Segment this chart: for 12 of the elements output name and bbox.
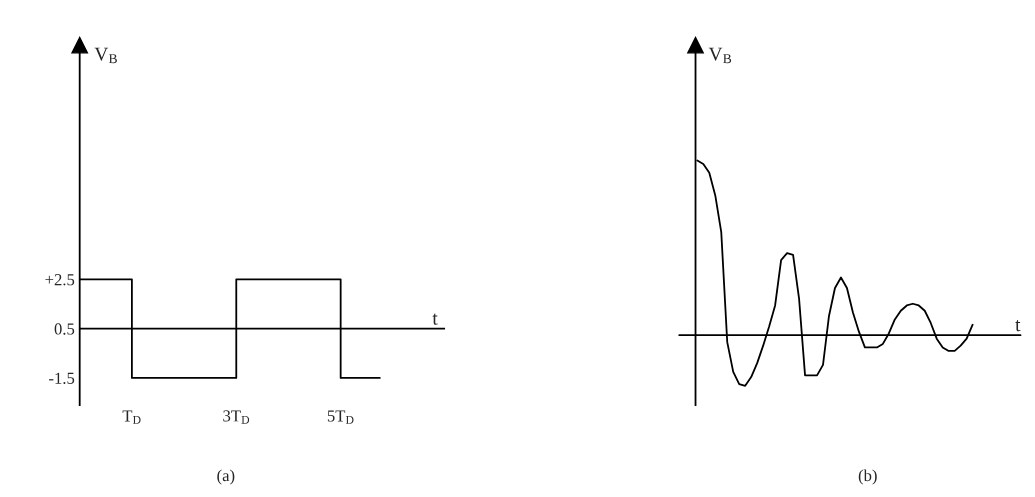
x-tick-label: 5T$_{D}$ [327,410,354,424]
y-axis-title: V$_{B}$ [94,47,117,64]
text: (a) [217,469,235,485]
ref-line-label: t [432,313,438,325]
x-axis-title: t [1015,320,1021,332]
y-axis-title: V$_{B}$ [708,47,732,64]
y-tick-label: 0.5 [54,323,75,335]
y-tick-label: -1.5 [49,372,75,384]
text: (b) [858,469,877,485]
x-tick-label: 3T$_{D}$ [223,410,250,424]
x-tick-label: T$_{D}$ [122,410,141,424]
y-tick-label: +2.5 [45,274,75,286]
